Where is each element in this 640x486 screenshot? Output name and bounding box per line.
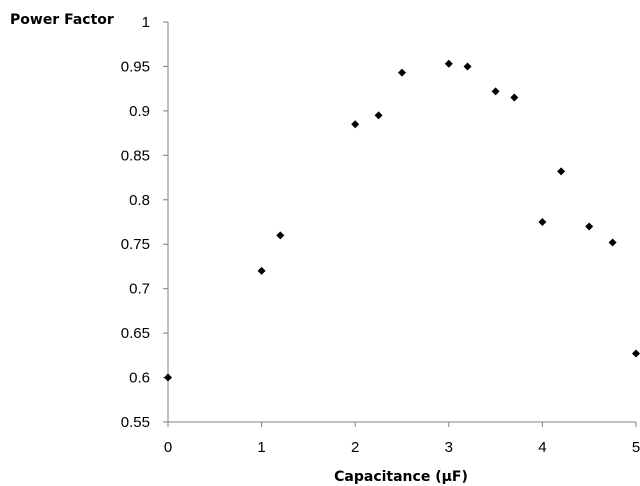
y-tick-label: 0.9 [129, 103, 150, 120]
y-tick-label: 0.6 [129, 370, 150, 387]
data-point [257, 266, 266, 275]
data-point [398, 68, 406, 77]
data-point [510, 93, 519, 102]
data-points [164, 59, 640, 382]
x-tick-label: 5 [632, 439, 640, 456]
data-point [538, 218, 547, 226]
x-axis-ticks: 0 1 2 3 4 5 [164, 422, 640, 456]
y-axis-ticks: 0.55 0.6 0.65 0.7 0.75 0.8 0.85 0.9 0.95 1 [121, 14, 168, 431]
x-tick-label: 1 [257, 439, 265, 456]
y-tick-label: 0.8 [129, 192, 150, 209]
data-point [632, 349, 640, 358]
data-point [608, 238, 617, 247]
data-point [444, 59, 453, 68]
y-tick-label: 0.65 [121, 325, 150, 342]
y-tick-label: 0.75 [121, 236, 150, 253]
data-point [491, 87, 500, 96]
x-tick-label: 0 [164, 439, 172, 456]
data-point [351, 120, 360, 129]
y-tick-label: 1 [142, 14, 150, 31]
data-point [557, 167, 566, 176]
data-point [276, 231, 285, 240]
y-tick-label: 0.55 [121, 414, 150, 431]
y-tick-label: 0.7 [129, 281, 150, 298]
y-tick-label: 0.95 [121, 58, 150, 75]
data-point [374, 111, 383, 120]
data-point [164, 373, 172, 382]
y-tick-label: 0.85 [121, 147, 150, 164]
x-axis-title: Capacitance (µF) [334, 469, 468, 485]
data-point [585, 222, 594, 231]
data-point [463, 62, 472, 71]
x-tick-label: 3 [445, 439, 453, 456]
x-tick-label: 2 [351, 439, 359, 456]
y-axis-title: Power Factor [10, 12, 114, 28]
x-tick-label: 4 [538, 439, 546, 456]
